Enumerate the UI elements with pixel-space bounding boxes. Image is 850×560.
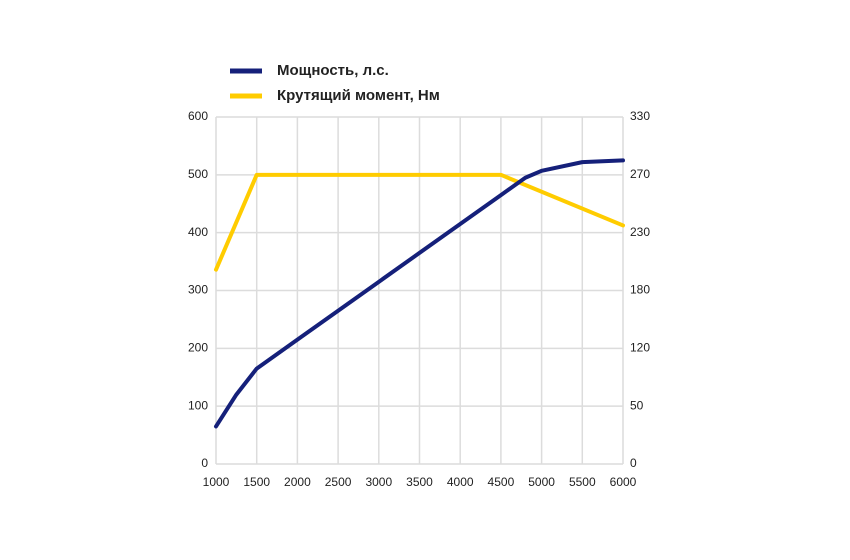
y-tick-label: 0 bbox=[201, 456, 208, 470]
y-tick-label: 400 bbox=[188, 225, 208, 239]
data-line bbox=[214, 172, 625, 272]
legend-label: Крутящий момент, Нм bbox=[277, 87, 440, 104]
x-tick-label: 2000 bbox=[284, 475, 311, 489]
y2-tick-label: 50 bbox=[630, 398, 644, 412]
y2-tick-label: 330 bbox=[630, 109, 650, 123]
x-tick-label: 4000 bbox=[447, 475, 474, 489]
y-tick-label: 300 bbox=[188, 283, 208, 297]
y2-tick-label: 270 bbox=[630, 167, 650, 181]
x-tick-label: 1000 bbox=[203, 475, 230, 489]
x-tick-label: 3000 bbox=[365, 475, 392, 489]
x-tick-label: 3500 bbox=[406, 475, 433, 489]
y2-tick-label: 120 bbox=[630, 341, 650, 355]
x-tick-label: 4500 bbox=[488, 475, 515, 489]
x-tick-label: 2500 bbox=[325, 475, 352, 489]
y2-tick-label: 180 bbox=[630, 283, 650, 297]
x-tick-label: 1500 bbox=[243, 475, 270, 489]
y2-tick-label: 0 bbox=[630, 456, 637, 470]
y-tick-label: 100 bbox=[188, 398, 208, 412]
legend-label: Мощность, л.с. bbox=[277, 62, 389, 79]
y-tick-label: 600 bbox=[188, 109, 208, 123]
x-tick-label: 5000 bbox=[528, 475, 555, 489]
y2-tick-label: 230 bbox=[630, 225, 650, 239]
y-tick-label: 200 bbox=[188, 341, 208, 355]
x-tick-label: 6000 bbox=[610, 475, 637, 489]
data-line bbox=[214, 158, 625, 429]
x-tick-label: 5500 bbox=[569, 475, 596, 489]
y-tick-label: 500 bbox=[188, 167, 208, 181]
